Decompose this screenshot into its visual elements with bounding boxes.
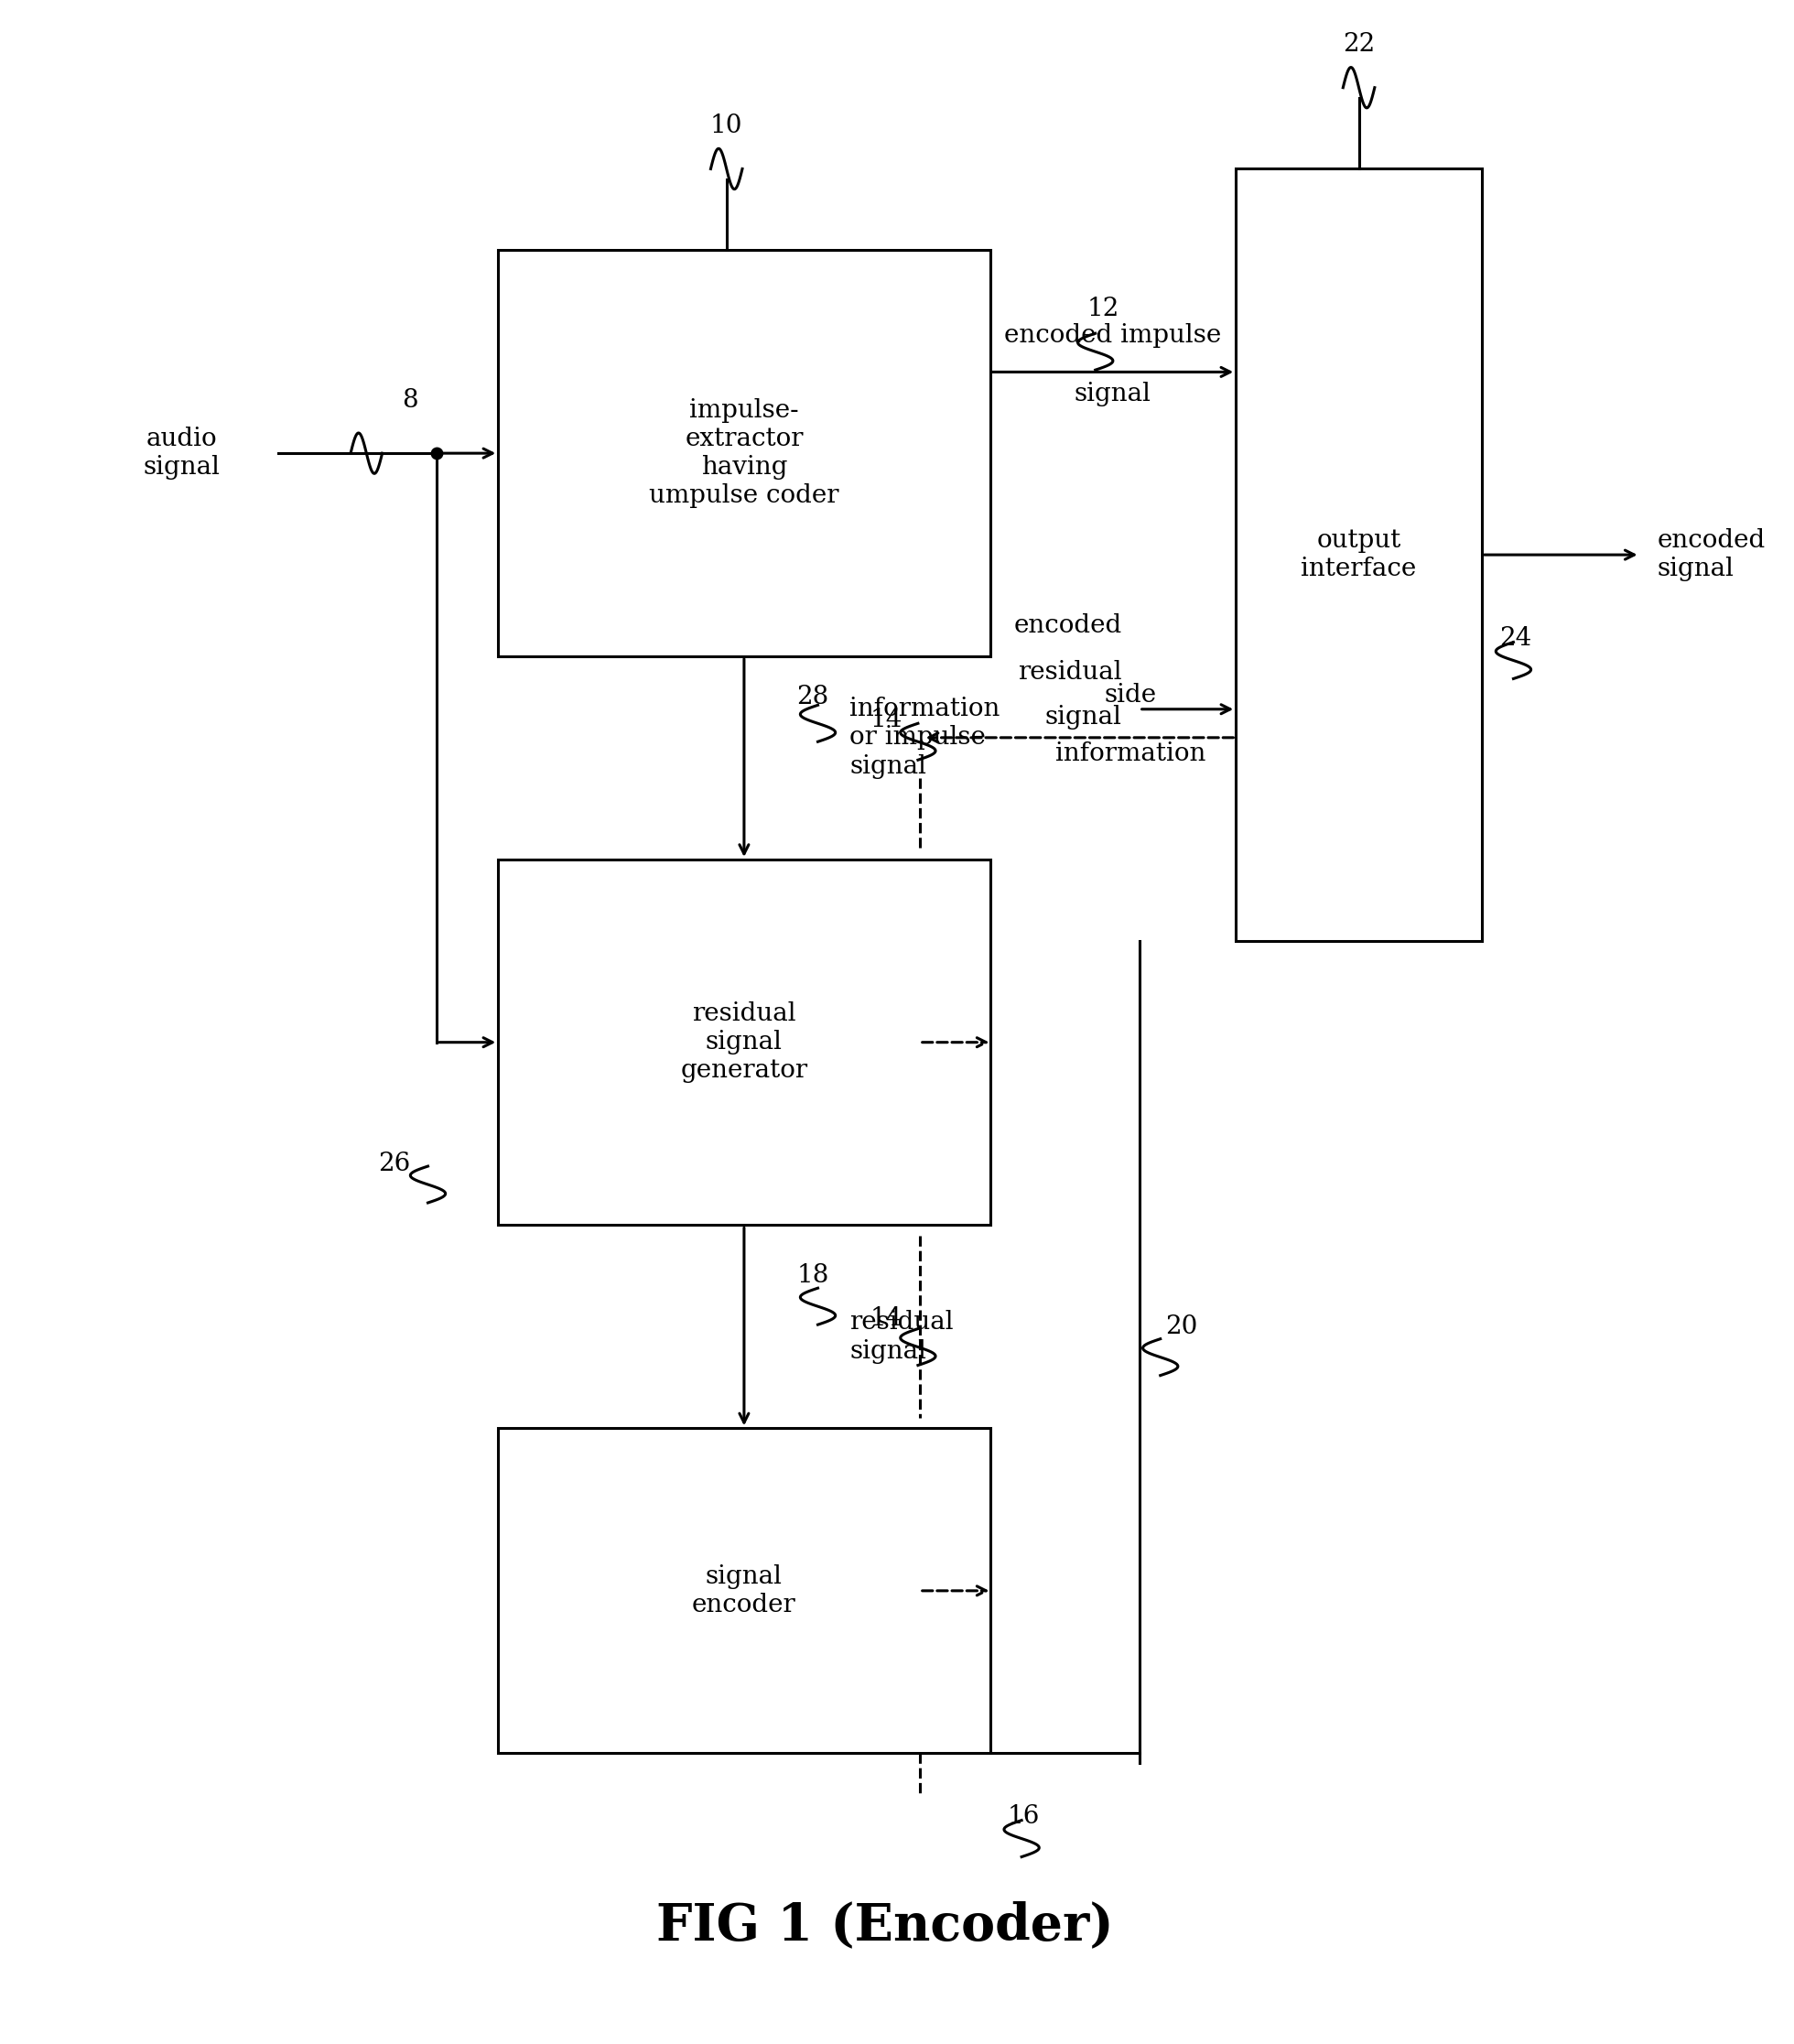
Bar — [499, 858, 990, 1224]
Text: information
or impulse
signal: information or impulse signal — [850, 697, 999, 779]
Text: output
interface: output interface — [1301, 527, 1417, 580]
Text: 24: 24 — [1500, 625, 1532, 650]
Text: 26: 26 — [379, 1153, 411, 1177]
Text: encoded impulse: encoded impulse — [1005, 323, 1222, 347]
Bar — [499, 249, 990, 656]
Bar — [1236, 170, 1482, 940]
Text: signal
encoder: signal encoder — [692, 1564, 797, 1617]
Text: residual: residual — [1017, 660, 1121, 685]
Text: encoded
signal: encoded signal — [1658, 527, 1765, 580]
Text: residual
signal
generator: residual signal generator — [680, 1002, 807, 1083]
Text: audio
signal: audio signal — [144, 427, 221, 480]
Text: FIG 1 (Encoder): FIG 1 (Encoder) — [657, 1901, 1114, 1952]
Text: signal: signal — [1075, 382, 1152, 407]
Text: 8: 8 — [402, 388, 418, 413]
Text: impulse-
extractor
having
umpulse coder: impulse- extractor having umpulse coder — [649, 399, 840, 509]
Text: information: information — [1055, 742, 1206, 766]
Text: 18: 18 — [797, 1263, 829, 1288]
Text: 20: 20 — [1166, 1314, 1198, 1339]
Bar — [499, 1429, 990, 1754]
Text: 22: 22 — [1342, 33, 1374, 57]
Text: 10: 10 — [710, 114, 743, 139]
Text: 14: 14 — [870, 707, 902, 732]
Text: side: side — [1105, 683, 1157, 707]
Text: 12: 12 — [1087, 296, 1119, 321]
Text: encoded: encoded — [1014, 613, 1121, 638]
Text: residual
signal: residual signal — [850, 1310, 953, 1363]
Text: 28: 28 — [797, 685, 829, 709]
Text: 14: 14 — [870, 1306, 902, 1331]
Text: signal: signal — [1044, 705, 1121, 730]
Text: 16: 16 — [1008, 1805, 1041, 1829]
